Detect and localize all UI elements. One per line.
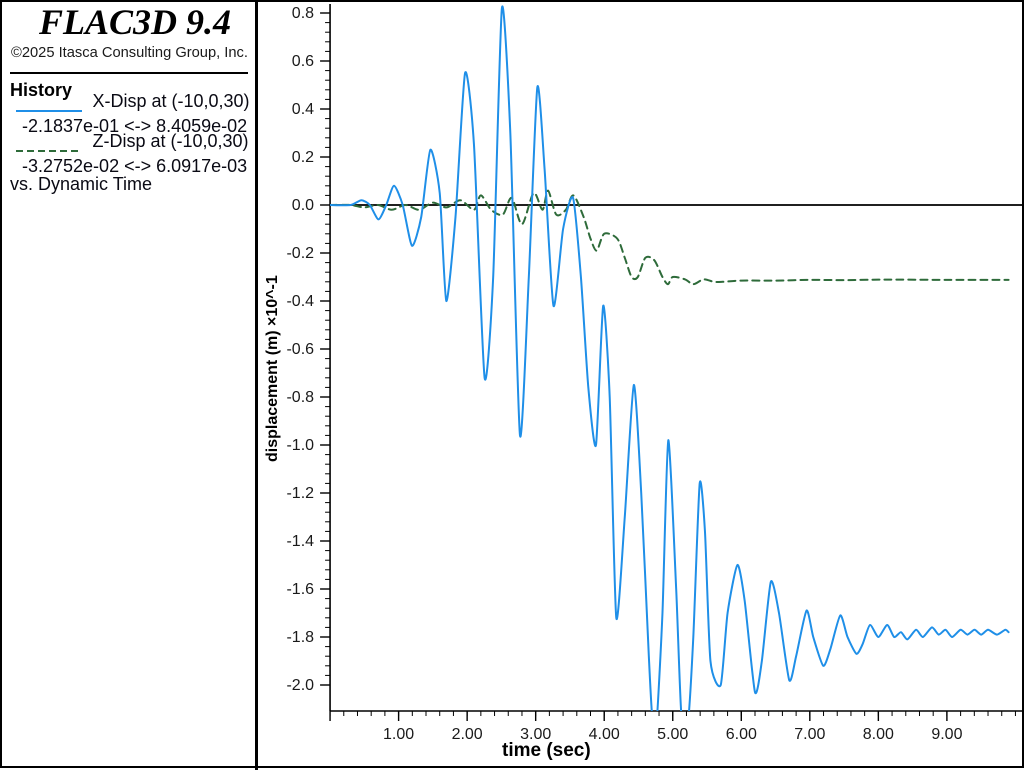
svg-text:0.8: 0.8 [292,5,314,22]
svg-text:8.00: 8.00 [863,726,894,743]
svg-text:-1.2: -1.2 [286,485,314,502]
svg-text:0.2: 0.2 [292,149,314,166]
svg-text:0.4: 0.4 [292,101,314,118]
svg-text:-0.8: -0.8 [286,389,314,406]
svg-text:-1.6: -1.6 [286,581,314,598]
svg-text:-1.4: -1.4 [286,533,314,550]
svg-text:-2.0: -2.0 [286,677,314,694]
svg-text:-1.0: -1.0 [286,437,314,454]
svg-text:-1.8: -1.8 [286,629,314,646]
svg-text:-0.4: -0.4 [286,293,314,310]
svg-text:7.00: 7.00 [794,726,825,743]
svg-text:6.00: 6.00 [726,726,757,743]
svg-text:-0.6: -0.6 [286,341,314,358]
svg-text:0.6: 0.6 [292,53,314,70]
svg-text:9.00: 9.00 [931,726,962,743]
svg-text:0.0: 0.0 [292,197,314,214]
svg-text:2.00: 2.00 [452,726,483,743]
svg-text:-0.2: -0.2 [286,245,314,262]
svg-text:1.00: 1.00 [383,726,414,743]
svg-text:4.00: 4.00 [589,726,620,743]
svg-text:5.00: 5.00 [657,726,688,743]
svg-text:3.00: 3.00 [520,726,551,743]
